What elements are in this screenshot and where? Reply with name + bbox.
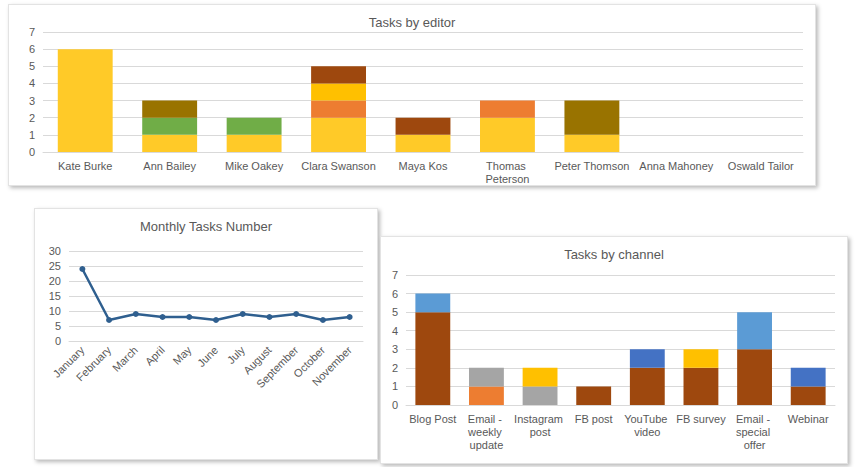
svg-text:video: video — [634, 426, 660, 438]
svg-text:Instagram: Instagram — [514, 413, 566, 425]
svg-text:20: 20 — [49, 275, 61, 287]
svg-text:August: August — [241, 343, 274, 377]
svg-text:Mike Oakey: Mike Oakey — [225, 160, 284, 172]
svg-text:5: 5 — [392, 306, 398, 318]
svg-text:6: 6 — [392, 288, 398, 300]
svg-text:offer: offer — [744, 439, 766, 451]
svg-text:February: February — [74, 343, 114, 383]
svg-text:Maya Kos: Maya Kos — [399, 160, 448, 172]
svg-text:2: 2 — [29, 112, 35, 124]
svg-text:0: 0 — [392, 399, 398, 411]
svg-text:10: 10 — [49, 305, 61, 317]
svg-text:30: 30 — [49, 245, 61, 257]
svg-text:4: 4 — [392, 325, 398, 337]
svg-text:Peterson: Peterson — [485, 173, 529, 185]
svg-text:Email -: Email - — [736, 413, 773, 425]
svg-text:7: 7 — [29, 26, 35, 38]
svg-text:15: 15 — [49, 290, 61, 302]
svg-text:weekly: weekly — [467, 426, 505, 438]
svg-text:0: 0 — [55, 335, 61, 347]
svg-text:October: October — [291, 343, 328, 380]
svg-text:Blog Post: Blog Post — [409, 413, 456, 425]
svg-text:Clara Swanson: Clara Swanson — [301, 160, 376, 172]
svg-text:6: 6 — [29, 43, 35, 55]
svg-text:Monthly Tasks Number: Monthly Tasks Number — [140, 219, 273, 234]
svg-text:1: 1 — [392, 380, 398, 392]
svg-text:special: special — [736, 426, 773, 438]
svg-text:2: 2 — [392, 362, 398, 374]
svg-text:July: July — [225, 343, 248, 366]
svg-text:post: post — [530, 426, 551, 438]
svg-text:Tasks by editor: Tasks by editor — [369, 15, 456, 30]
svg-text:Ann Bailey: Ann Bailey — [143, 160, 196, 172]
svg-text:Peter Thomson: Peter Thomson — [554, 160, 629, 172]
svg-text:Thomas: Thomas — [486, 160, 529, 172]
svg-text:1: 1 — [29, 129, 35, 141]
svg-text:Email -: Email - — [468, 413, 505, 425]
svg-text:4: 4 — [29, 77, 35, 89]
svg-text:5: 5 — [29, 60, 35, 72]
svg-text:25: 25 — [49, 260, 61, 272]
svg-text:May: May — [170, 343, 194, 367]
svg-text:3: 3 — [29, 95, 35, 107]
svg-text:update: update — [470, 439, 504, 451]
svg-text:March: March — [110, 344, 140, 374]
svg-text:3: 3 — [392, 343, 398, 355]
svg-text:Webinar: Webinar — [788, 413, 829, 425]
svg-text:0: 0 — [29, 146, 35, 158]
svg-text:YouTube: YouTube — [624, 413, 670, 425]
svg-text:Anna Mahoney: Anna Mahoney — [639, 160, 713, 172]
svg-text:January: January — [50, 343, 87, 380]
svg-text:November: November — [310, 344, 355, 389]
svg-text:5: 5 — [55, 320, 61, 332]
svg-text:June: June — [195, 344, 220, 369]
svg-text:7: 7 — [392, 269, 398, 281]
svg-text:Oswald Tailor: Oswald Tailor — [728, 160, 794, 172]
svg-text:Kate Burke: Kate Burke — [58, 160, 112, 172]
svg-text:FB survey: FB survey — [676, 413, 726, 425]
svg-text:Tasks by channel: Tasks by channel — [564, 247, 664, 262]
svg-text:September: September — [254, 344, 301, 391]
svg-text:FB post: FB post — [575, 413, 613, 425]
svg-text:April: April — [143, 344, 167, 368]
